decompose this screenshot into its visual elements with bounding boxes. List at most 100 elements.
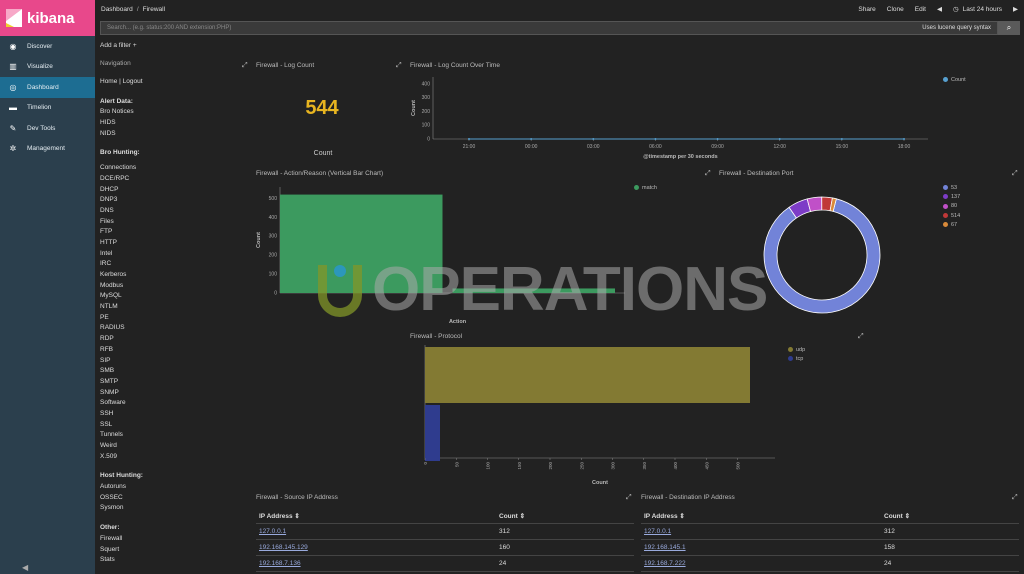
expand-icon[interactable]: ⤢ — [242, 62, 248, 69]
nav-link[interactable]: Stats — [100, 556, 115, 564]
legend-item[interactable]: tcp — [788, 354, 805, 363]
nav-link[interactable]: Intel — [100, 249, 113, 257]
time-prev-icon[interactable]: ◀ — [936, 6, 942, 13]
nav-link[interactable]: Squert — [100, 545, 120, 553]
ip-address-link[interactable]: 127.0.0.1 — [259, 528, 287, 535]
legend-label: 80 — [951, 203, 958, 210]
legend-item[interactable]: match — [634, 183, 657, 192]
nav-link[interactable]: Files — [100, 217, 114, 225]
bar-0[interactable] — [280, 194, 443, 293]
nav-link[interactable]: RFB — [100, 345, 113, 353]
nav-link[interactable]: OSSEC — [100, 493, 123, 501]
line-point[interactable] — [716, 138, 719, 140]
sidebar-item-timelion[interactable]: ▬ Timelion — [0, 98, 95, 119]
sidebar-item-dashboard[interactable]: ◎ Dashboard — [0, 77, 95, 98]
search-input[interactable]: Search... (e.g. status:200 AND extension… — [100, 21, 998, 35]
line-point[interactable] — [778, 138, 781, 140]
column-header[interactable]: IP Address ⇕ — [644, 512, 685, 520]
nav-link[interactable]: SMTP — [100, 377, 119, 385]
nav-link[interactable]: MySQL — [100, 292, 122, 300]
ip-address-link[interactable]: 192.168.7.222 — [644, 560, 686, 567]
legend-item[interactable]: 80 — [943, 202, 960, 211]
line-point[interactable] — [468, 138, 470, 140]
legend-item[interactable]: 53 — [943, 183, 960, 192]
nav-link[interactable]: Bro Notices — [100, 108, 134, 116]
home-logout-link[interactable]: Home | Logout — [100, 78, 143, 85]
expand-icon[interactable]: ⤢ — [858, 333, 864, 340]
column-header[interactable]: IP Address ⇕ — [259, 512, 300, 520]
nav-link[interactable]: FTP — [100, 228, 113, 236]
expand-icon[interactable]: ⤢ — [705, 170, 711, 177]
legend-item[interactable]: 67 — [943, 220, 960, 229]
bar-1[interactable] — [452, 288, 616, 293]
expand-icon[interactable]: ⤢ — [626, 494, 632, 501]
nav-link[interactable]: Autoruns — [100, 483, 127, 491]
nav-link[interactable]: SSH — [100, 409, 114, 417]
nav-link[interactable]: Modbus — [100, 281, 124, 289]
legend-item[interactable]: 514 — [943, 211, 960, 220]
legend-item[interactable]: 137 — [943, 192, 960, 201]
nav-link[interactable]: IRC — [100, 260, 112, 268]
donut-slice-67[interactable] — [829, 197, 837, 212]
legend-item[interactable]: Count — [943, 75, 966, 84]
legend-item[interactable]: udp — [788, 345, 805, 354]
nav-link[interactable]: Software — [100, 399, 126, 407]
nav-link[interactable]: SIP — [100, 356, 111, 364]
nav-link[interactable]: RADIUS — [100, 324, 125, 332]
time-picker[interactable]: ◷ Last 24 hours — [953, 5, 1002, 14]
line-point[interactable] — [903, 138, 905, 140]
ip-address-link[interactable]: 192.168.145.129 — [259, 544, 308, 551]
nav-link[interactable]: SNMP — [100, 388, 119, 396]
nav-link[interactable]: DNP3 — [100, 196, 118, 204]
ip-address-link[interactable]: 127.0.0.1 — [644, 528, 672, 535]
sidebar-item-discover[interactable]: ◉ Discover — [0, 36, 95, 57]
clone-button[interactable]: Clone — [886, 5, 904, 13]
sidebar-item-management[interactable]: ✲ Management — [0, 139, 95, 160]
line-point[interactable] — [840, 138, 843, 140]
nav-link[interactable]: NTLM — [100, 303, 118, 311]
protocol-bar-tcp[interactable] — [425, 405, 440, 461]
nav-link[interactable]: Firewall — [100, 534, 123, 542]
nav-link[interactable]: Sysmon — [100, 504, 124, 512]
ip-address-link[interactable]: 192.168.7.136 — [259, 560, 301, 567]
line-point[interactable] — [530, 138, 533, 140]
nav-link[interactable]: HTTP — [100, 238, 117, 246]
legend-label: 514 — [951, 212, 961, 219]
nav-link[interactable]: DCE/RPC — [100, 174, 130, 182]
nav-link[interactable]: DNS — [100, 206, 114, 214]
column-header[interactable]: Count ⇕ — [884, 512, 911, 520]
nav-link[interactable]: RDP — [100, 335, 114, 343]
nav-link[interactable]: HIDS — [100, 119, 116, 127]
nav-link[interactable]: Kerberos — [100, 271, 127, 278]
sidebar-item-visualize[interactable]: ▥ Visualize — [0, 57, 95, 78]
line-point[interactable] — [592, 138, 595, 140]
line-point[interactable] — [654, 138, 657, 140]
sidebar-item-dev-tools[interactable]: ✎ Dev Tools — [0, 118, 95, 139]
nav-link[interactable]: PE — [100, 313, 109, 321]
nav-link[interactable]: Tunnels — [100, 431, 123, 439]
column-header[interactable]: Count ⇕ — [499, 512, 526, 520]
legend-swatch — [943, 203, 948, 209]
nav-link[interactable]: SSL — [100, 420, 113, 428]
nav-link[interactable]: X.509 — [100, 452, 117, 460]
nav-link[interactable]: NIDS — [100, 129, 116, 137]
nav-link[interactable]: Weird — [100, 442, 117, 449]
query-syntax-link[interactable]: Uses lucene query syntax — [922, 25, 991, 31]
time-next-icon[interactable]: ▶ — [1013, 6, 1018, 13]
share-button[interactable]: Share — [858, 5, 876, 13]
add-filter-button[interactable]: Add a filter + — [100, 42, 137, 49]
expand-icon[interactable]: ⤢ — [1012, 494, 1018, 501]
nav-link[interactable]: Connections — [100, 164, 137, 172]
nav-link[interactable]: DHCP — [100, 185, 119, 193]
breadcrumb-dashboard[interactable]: Dashboard — [101, 5, 133, 13]
expand-icon[interactable]: ⤢ — [396, 62, 402, 69]
search-button[interactable]: ⌕ — [998, 21, 1020, 35]
nav-link[interactable]: SMB — [100, 367, 115, 375]
collapse-sidebar-icon[interactable]: ◀ — [22, 563, 29, 572]
protocol-bar-udp[interactable] — [425, 347, 750, 403]
kibana-logo[interactable]: kibana — [0, 0, 95, 36]
expand-icon[interactable]: ⤢ — [1012, 170, 1018, 177]
ip-address-link[interactable]: 192.168.145.1 — [644, 544, 686, 551]
donut-slice-53[interactable] — [763, 198, 881, 314]
edit-button[interactable]: Edit — [914, 5, 926, 13]
